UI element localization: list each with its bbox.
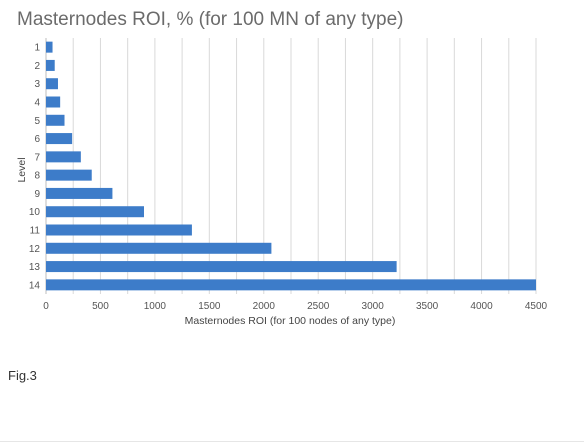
y-tick-label: 6 bbox=[34, 134, 40, 145]
divider bbox=[0, 441, 584, 442]
gridlines bbox=[45, 38, 537, 294]
y-tick-label: 8 bbox=[34, 171, 40, 182]
x-tick-label: 3000 bbox=[362, 301, 385, 312]
bar-level-6 bbox=[46, 133, 73, 145]
bar-level-4 bbox=[46, 96, 61, 108]
x-tick-label: 1500 bbox=[198, 301, 221, 312]
bar-level-2 bbox=[46, 59, 55, 71]
y-tick-label: 10 bbox=[29, 207, 41, 218]
y-tick-label: 13 bbox=[29, 262, 41, 273]
x-tick-label: 500 bbox=[92, 301, 109, 312]
y-tick-label: 2 bbox=[34, 61, 40, 72]
x-tick-label: 2000 bbox=[253, 301, 276, 312]
y-tick-label: 7 bbox=[34, 152, 40, 163]
y-tick-label: 4 bbox=[34, 98, 40, 109]
bar-level-3 bbox=[46, 78, 58, 90]
x-tick-labels: 0 500 1000 1500 2000 2500 3000 3500 4000 4500 bbox=[43, 301, 547, 312]
chart-title: Masternodes ROI, % (for 100 MN of any ty… bbox=[17, 9, 404, 30]
x-tick-label: 2500 bbox=[307, 301, 330, 312]
bar-level-8 bbox=[46, 169, 92, 181]
x-tick-label: 3500 bbox=[416, 301, 439, 312]
y-tick-label: 3 bbox=[34, 79, 40, 90]
y-tick-label: 14 bbox=[29, 280, 41, 291]
figure-caption: Fig.3 bbox=[8, 368, 37, 383]
bar-level-5 bbox=[46, 114, 65, 126]
bar-level-10 bbox=[46, 206, 144, 218]
y-tick-label: 5 bbox=[34, 116, 40, 127]
y-axis-label: Level bbox=[16, 157, 28, 182]
y-tick-label: 9 bbox=[34, 189, 40, 200]
bar-level-11 bbox=[46, 224, 192, 236]
x-tick-label: 4000 bbox=[470, 301, 493, 312]
bar-level-14 bbox=[46, 279, 536, 291]
bar-level-1 bbox=[46, 41, 53, 53]
x-tick-label: 1000 bbox=[144, 301, 167, 312]
bar-level-13 bbox=[46, 261, 397, 273]
x-axis-label: Masternodes ROI (for 100 nodes of any ty… bbox=[185, 315, 396, 327]
bar-level-7 bbox=[46, 151, 81, 163]
x-tick-label: 4500 bbox=[525, 301, 548, 312]
bars bbox=[46, 41, 536, 291]
y-tick-label: 1 bbox=[34, 43, 40, 54]
y-tick-label: 11 bbox=[30, 226, 41, 237]
bar-level-9 bbox=[46, 187, 113, 199]
bar-level-12 bbox=[46, 242, 272, 254]
x-tick-label: 0 bbox=[43, 301, 49, 312]
y-tick-label: 12 bbox=[29, 244, 41, 255]
